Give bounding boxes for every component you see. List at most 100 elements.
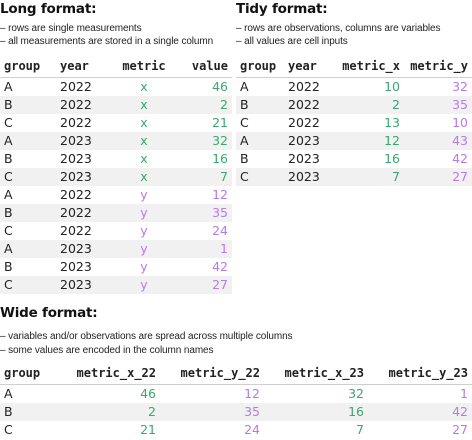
long-format-table: group year metric value A 2022 x 46 B 2022 x 2 C…: [0, 55, 232, 294]
table-row: A 2023 12 43: [236, 132, 472, 150]
column-header: metric_y: [404, 55, 472, 78]
table-cell: C: [4, 115, 13, 130]
wide-format-table: group metric_x_22 metric_y_22 metric_x_2…: [0, 362, 472, 439]
table-row: C 21 24 7 27: [0, 421, 472, 439]
wide-format-title: Wide format:: [0, 305, 98, 321]
table-cell: 32: [172, 132, 232, 150]
table-cell: 1: [172, 240, 232, 258]
table-cell: B: [0, 403, 60, 421]
table-row: A 2022 x 46: [0, 78, 232, 97]
table-cell: B: [0, 96, 56, 114]
table-row: B 2023 y 42: [0, 258, 232, 276]
table-cell: x: [116, 96, 172, 114]
table-cell: 2022: [56, 96, 116, 114]
table-cell: 2023: [284, 132, 332, 150]
table-header-row: group year metric value: [0, 55, 232, 78]
table-cell: A: [0, 240, 56, 258]
table-cell: x: [116, 132, 172, 150]
table-row: C 2023 y 27: [0, 276, 232, 294]
table-cell: 2022: [60, 187, 92, 202]
table-cell: B: [236, 96, 284, 114]
table-cell: 2022: [60, 223, 92, 238]
tidy-format-table: group year metric_x metric_y A 2022 10 32 B 2…: [236, 55, 472, 186]
table-cell: 24: [212, 223, 228, 238]
table-row: A 2023 x 32: [0, 132, 232, 150]
table-cell: 2022: [60, 115, 92, 130]
column-header: year: [284, 55, 332, 78]
table-cell: 2023: [56, 276, 116, 294]
table-cell: B: [4, 151, 13, 166]
table-cell: 7: [332, 168, 404, 186]
column-header: year: [56, 55, 116, 78]
table-row: A 2022 10 32: [236, 78, 472, 97]
table-cell: 12: [244, 386, 260, 401]
table-cell: 27: [172, 276, 232, 294]
table-cell: C: [240, 115, 249, 130]
table-cell: 21: [140, 422, 156, 437]
wide-format-note: – variables and/or observations are spre…: [0, 331, 293, 342]
table-cell: 2: [172, 96, 232, 114]
table-cell: A: [0, 132, 56, 150]
table-cell: y: [116, 204, 172, 222]
table-cell: 2023: [60, 259, 92, 274]
table-cell: 7: [172, 168, 232, 186]
column-header: metric: [116, 55, 172, 78]
table-cell: 2023: [56, 168, 116, 186]
table-cell: y: [140, 259, 148, 274]
long-format-note: – all measurements are stored in a singl…: [0, 36, 214, 47]
table-cell: 16: [212, 151, 228, 166]
table-cell: 35: [404, 96, 472, 114]
table-cell: A: [4, 386, 13, 401]
table-row: A 2022 y 12: [0, 186, 232, 204]
table-cell: 2022: [60, 79, 92, 94]
column-header: metric_x: [332, 55, 404, 78]
table-row: C 2022 13 10: [236, 114, 472, 132]
table-row: C 2022 y 24: [0, 222, 232, 240]
table-cell: y: [116, 276, 172, 294]
table-cell: 43: [404, 132, 472, 150]
table-cell: B: [0, 204, 56, 222]
tidy-format-note: – all values are cell inputs: [236, 36, 348, 47]
table-cell: 35: [172, 204, 232, 222]
table-row: B 2022 2 35: [236, 96, 472, 114]
table-cell: 2: [60, 403, 160, 421]
table-cell: 42: [452, 151, 468, 166]
table-cell: 12: [332, 132, 404, 150]
column-header: metric_y_22: [160, 362, 264, 385]
table-cell: x: [140, 115, 148, 130]
table-cell: 7: [356, 422, 364, 437]
table-row: B 2022 y 35: [0, 204, 232, 222]
table-header-row: group year metric_x metric_y: [236, 55, 472, 78]
table-cell: x: [116, 168, 172, 186]
table-cell: y: [116, 240, 172, 258]
table-cell: 2023: [60, 151, 92, 166]
table-cell: y: [140, 223, 148, 238]
table-cell: 2023: [56, 132, 116, 150]
table-cell: A: [236, 132, 284, 150]
table-cell: 27: [404, 168, 472, 186]
table-row: B 2 35 16 42: [0, 403, 472, 421]
table-cell: y: [140, 187, 148, 202]
table-row: A 2023 y 1: [0, 240, 232, 258]
column-header: group: [0, 362, 60, 385]
table-cell: 12: [212, 187, 228, 202]
table-cell: C: [0, 168, 56, 186]
long-format-note: – rows are single measurements: [0, 23, 142, 34]
table-cell: A: [4, 79, 13, 94]
table-cell: 42: [368, 403, 472, 421]
table-cell: 24: [244, 422, 260, 437]
column-header: metric_y_23: [368, 362, 472, 385]
table-cell: B: [240, 151, 249, 166]
table-cell: 32: [348, 386, 364, 401]
table-cell: 10: [452, 115, 468, 130]
table-cell: 42: [212, 259, 228, 274]
wide-format-note: – some values are encoded in the column …: [0, 345, 214, 356]
table-cell: 2023: [288, 151, 320, 166]
table-cell: 21: [212, 115, 228, 130]
column-header: group: [0, 55, 56, 78]
table-cell: 35: [160, 403, 264, 421]
table-cell: 27: [452, 422, 468, 437]
table-cell: A: [4, 187, 13, 202]
table-cell: 2022: [288, 79, 320, 94]
table-cell: 32: [452, 79, 468, 94]
